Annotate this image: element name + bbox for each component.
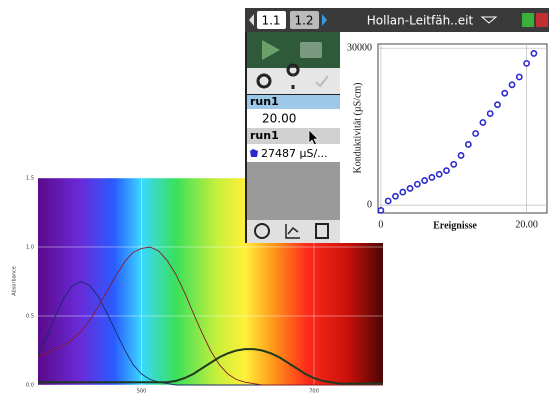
graph-panel — [340, 32, 549, 243]
data-point — [386, 198, 391, 203]
x-tick-label: 700 — [309, 389, 319, 395]
data-point — [495, 102, 500, 107]
data-point — [393, 194, 398, 199]
data-point — [524, 61, 529, 66]
tab-1-label: 1.1 — [261, 14, 280, 28]
data-point — [466, 142, 471, 147]
x-tick-label: 20.00 — [515, 219, 538, 230]
y-tick-label: 0 — [367, 199, 372, 210]
control-bar — [247, 32, 340, 68]
data-point — [429, 175, 434, 180]
y-tick-label: 30000 — [347, 42, 372, 53]
data-point — [509, 82, 514, 87]
tool-row — [247, 68, 340, 94]
run-header: run1 — [250, 95, 279, 108]
x-axis-label: Ereignisse — [433, 220, 477, 231]
camera-button[interactable] — [300, 42, 322, 58]
close-icon[interactable] — [536, 13, 548, 27]
x-tick-label: 0 — [378, 219, 383, 230]
run-select: run1 — [250, 129, 279, 142]
data-point — [458, 153, 463, 158]
doc-title: Hollan-Leitfäh..eit — [367, 14, 474, 28]
y-tick-label: 1.0 — [26, 245, 34, 251]
battery-icon — [522, 13, 534, 27]
data-point — [378, 208, 383, 213]
data-point — [407, 186, 412, 191]
x-tick-label: 500 — [137, 389, 147, 395]
tab-2-label: 1.2 — [294, 14, 313, 28]
y-axis-label: Konduktivität (µS/cm) — [352, 82, 363, 173]
data-point — [473, 131, 478, 136]
run-value: 20.00 — [262, 112, 296, 126]
data-point — [480, 120, 485, 125]
data-point — [517, 74, 522, 79]
data-point — [444, 168, 449, 173]
page: {"chart_data": [ {"type": "line", "y_lab… — [0, 0, 549, 398]
screen: 0.0 0.5 1.0 1.5 500 700 Absorbance 1.1 1.2 Hol… — [0, 0, 549, 398]
data-point — [422, 178, 427, 183]
data-point — [531, 51, 536, 56]
y-tick-label: 0.5 — [26, 314, 34, 320]
data-point — [451, 162, 456, 167]
y-axis-label: Absorbance — [12, 266, 18, 296]
data-point — [488, 111, 493, 116]
calculator-window: 1.1 1.2 Hollan-Leitfäh..eit run1 20.00 r… — [245, 8, 549, 243]
sidebar-blank — [247, 162, 340, 220]
y-tick-label: 0.0 — [26, 383, 34, 389]
data-point — [437, 172, 442, 177]
data-point — [415, 182, 420, 187]
reading: 27487 µS/... — [261, 147, 328, 160]
y-tick-label: 1.5 — [26, 176, 34, 182]
data-point — [502, 91, 507, 96]
data-point — [400, 189, 405, 194]
